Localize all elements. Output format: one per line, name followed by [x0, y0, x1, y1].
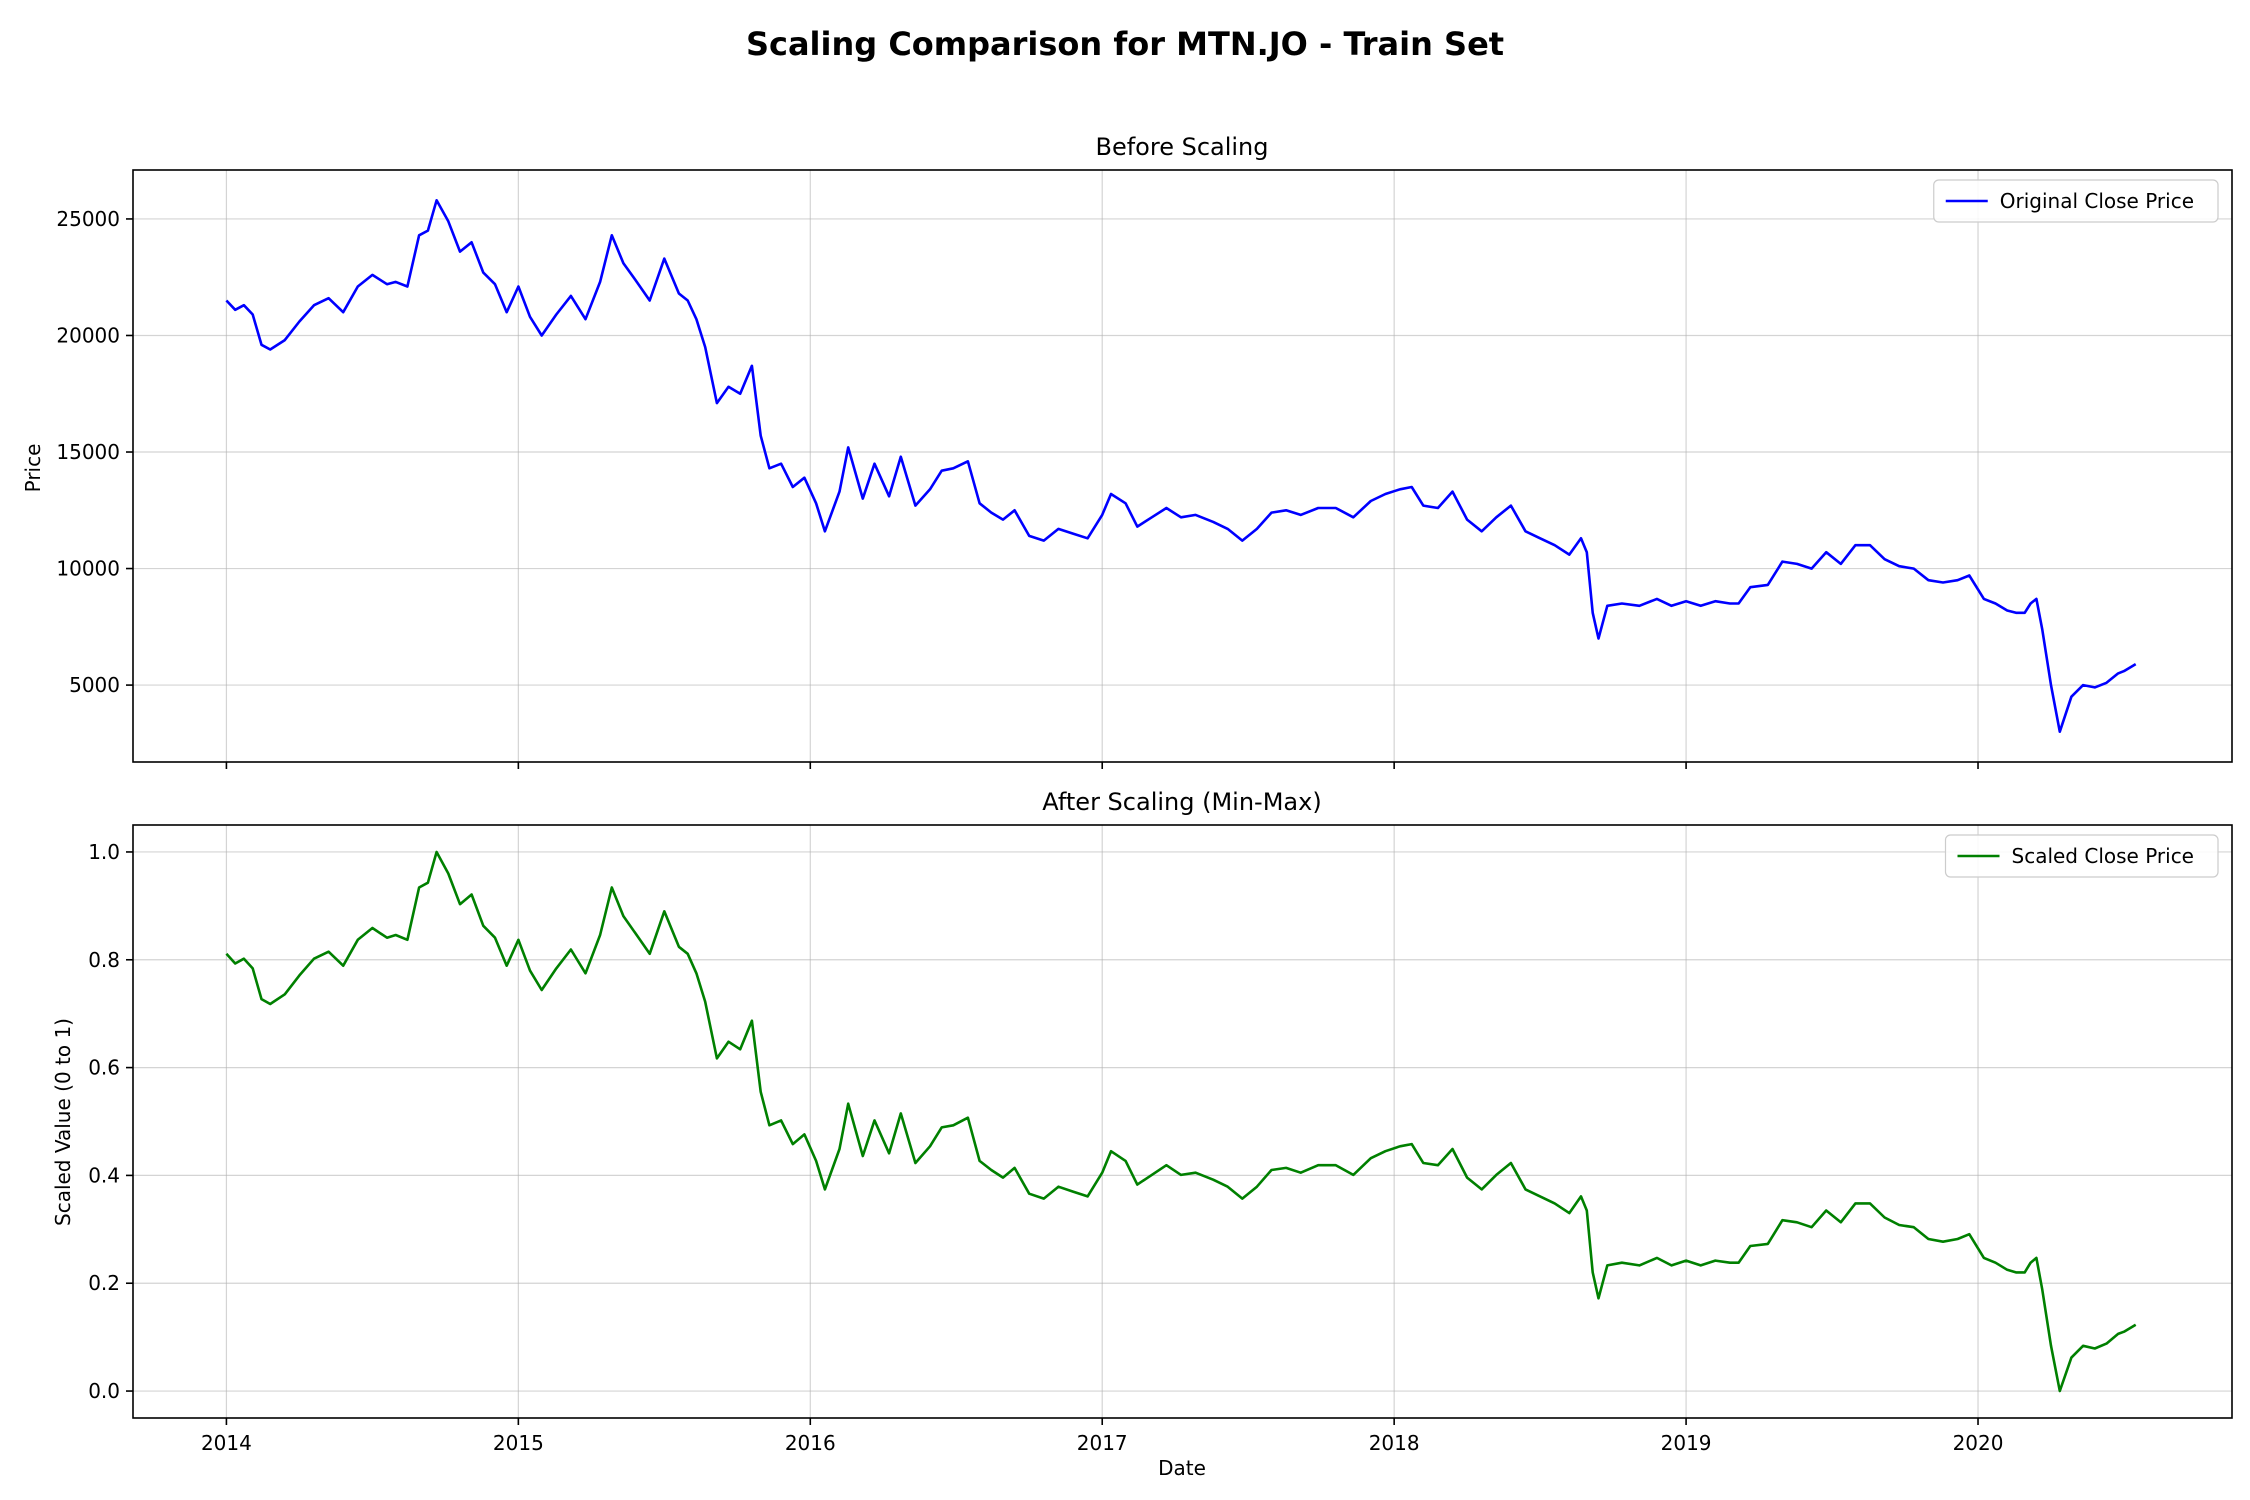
y-tick-label: 1.0 [88, 840, 120, 864]
x-tick-label: 2019 [1661, 1431, 1712, 1455]
y-tick-label: 0.4 [88, 1163, 120, 1187]
ticks-before: 5000 10000 15000 20000 25000 [56, 207, 1979, 769]
y-tick-label: 0.2 [88, 1271, 120, 1295]
legend-label-scaled: Scaled Close Price [2012, 844, 2195, 868]
series-line-scaled-close-price [225, 850, 2137, 1393]
panel-before-scaling: Before Scaling Price 5000 10000 15000 20000… [21, 133, 2233, 769]
y-tick-label: 0.8 [88, 948, 120, 972]
legend-before: Original Close Price [1933, 179, 2219, 223]
y-tick-label: 20000 [56, 323, 120, 347]
series-line-original-close-price [225, 199, 2137, 733]
x-tick-label: 2014 [201, 1431, 252, 1455]
y-tick-label: 0.0 [88, 1379, 120, 1403]
panel-title-before: Before Scaling [1095, 133, 1268, 161]
y-tick-label: 15000 [56, 440, 120, 464]
grid-after [133, 825, 2232, 1418]
x-tick-label: 2017 [1077, 1431, 1128, 1455]
axes-frame-after [132, 824, 2233, 1419]
legend-box-after [1944, 834, 2219, 878]
legend-label-original: Original Close Price [2000, 189, 2194, 213]
x-tick-label: 2016 [785, 1431, 836, 1455]
x-tick-label: 2020 [1953, 1431, 2004, 1455]
x-tick-label: 2018 [1369, 1431, 1420, 1455]
x-tick-label: 2015 [493, 1431, 544, 1455]
grid-before [133, 170, 2232, 762]
panel-after-scaling: After Scaling (Min-Max) Scaled Value (0 … [51, 788, 2233, 1480]
y-tick-label: 10000 [56, 557, 120, 581]
y-axis-label-scaled: Scaled Value (0 to 1) [51, 1018, 75, 1226]
legend-box-before [1933, 179, 2219, 223]
y-axis-label-price: Price [21, 444, 45, 493]
y-tick-label: 25000 [56, 207, 120, 231]
axes-frame-before [132, 169, 2233, 763]
panel-title-after: After Scaling (Min-Max) [1042, 788, 1321, 816]
figure-title: Scaling Comparison for MTN.JO - Train Se… [746, 25, 1504, 63]
ticks-after: 2014 2015 2016 2017 2018 2019 2020 0.0 0.2 0.4 0.6… [88, 840, 2003, 1455]
y-tick-label: 5000 [69, 673, 120, 697]
legend-after: Scaled Close Price [1944, 834, 2219, 878]
x-axis-label-date: Date [1158, 1456, 1206, 1480]
y-tick-label: 0.6 [88, 1056, 120, 1080]
